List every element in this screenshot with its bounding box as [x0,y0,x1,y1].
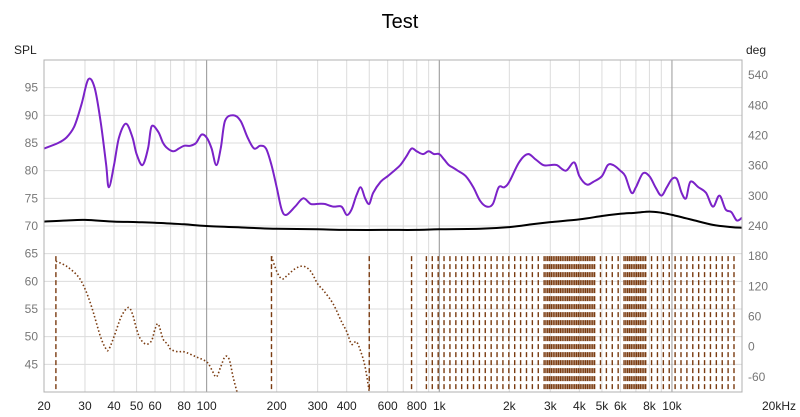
x-tick-label: 80 [177,399,191,413]
x-tick-label: 8k [643,399,657,413]
series-line-4 [270,255,371,393]
left-tick-labels: 95 90 85 80 75 70 65 60 55 50 45 [25,81,39,372]
x-tick-label: 20kHz [762,399,796,413]
left-tick-label: 45 [25,357,39,371]
left-tick-label: 75 [25,191,39,205]
x-tick-label: 2k [503,399,517,413]
right-tick-label: 480 [748,98,768,112]
right-tick-label: 360 [748,159,768,173]
grid-minor [44,60,742,392]
right-tick-label: 540 [748,68,768,82]
x-tick-label: 600 [378,399,398,413]
y-axis-left-label: SPL [14,43,37,57]
x-tick-label: 30 [78,399,92,413]
right-tick-label: -60 [748,370,766,384]
plot-frame [43,59,743,393]
x-tick-label: 800 [407,399,427,413]
left-tick-label: 90 [25,108,39,122]
x-tick-label: 40 [107,399,121,413]
right-tick-labels: 540 480 420 360 300 240 180 120 60 0 -60 [748,68,768,384]
chart-title: Test [382,11,419,33]
x-tick-label: 300 [308,399,328,413]
series-line-2 [43,210,743,231]
x-tick-label: 60 [148,399,162,413]
phase-wrap-lines [55,256,735,392]
x-tick-label: 5k [596,399,610,413]
right-tick-label: 240 [748,219,768,233]
x-tick-label: 1k [433,399,447,413]
x-tick-label: 200 [267,399,287,413]
right-tick-label: 300 [748,189,768,203]
x-tick-label: 20 [37,399,51,413]
left-tick-label: 60 [25,274,39,288]
left-tick-label: 85 [25,136,39,150]
left-tick-label: 70 [25,219,39,233]
x-tick-label: 4k [573,399,587,413]
right-tick-label: 180 [748,249,768,263]
left-tick-label: 80 [25,164,39,178]
left-tick-label: 55 [25,302,39,316]
x-tick-labels: 20 30 40 50 60 80 100 200 300 400 600 800 1k 2k 3k 4k 5k… [37,399,796,413]
x-tick-label: 50 [130,399,144,413]
left-tick-label: 95 [25,81,39,95]
right-tick-label: 420 [748,128,768,142]
left-tick-label: 65 [25,247,39,261]
series-line-3 [55,260,238,393]
x-tick-label: 400 [337,399,357,413]
x-tick-label: 100 [197,399,217,413]
x-tick-label: 3k [544,399,558,413]
left-tick-label: 50 [25,330,39,344]
x-tick-label: 6k [614,399,628,413]
right-tick-label: 60 [748,310,762,324]
series-line-1 [43,77,743,222]
series-group [43,77,743,393]
x-tick-label: 10k [662,399,682,413]
right-tick-label: 0 [748,340,755,354]
right-tick-label: 120 [748,279,768,293]
y-axis-right-label: deg [746,43,766,57]
